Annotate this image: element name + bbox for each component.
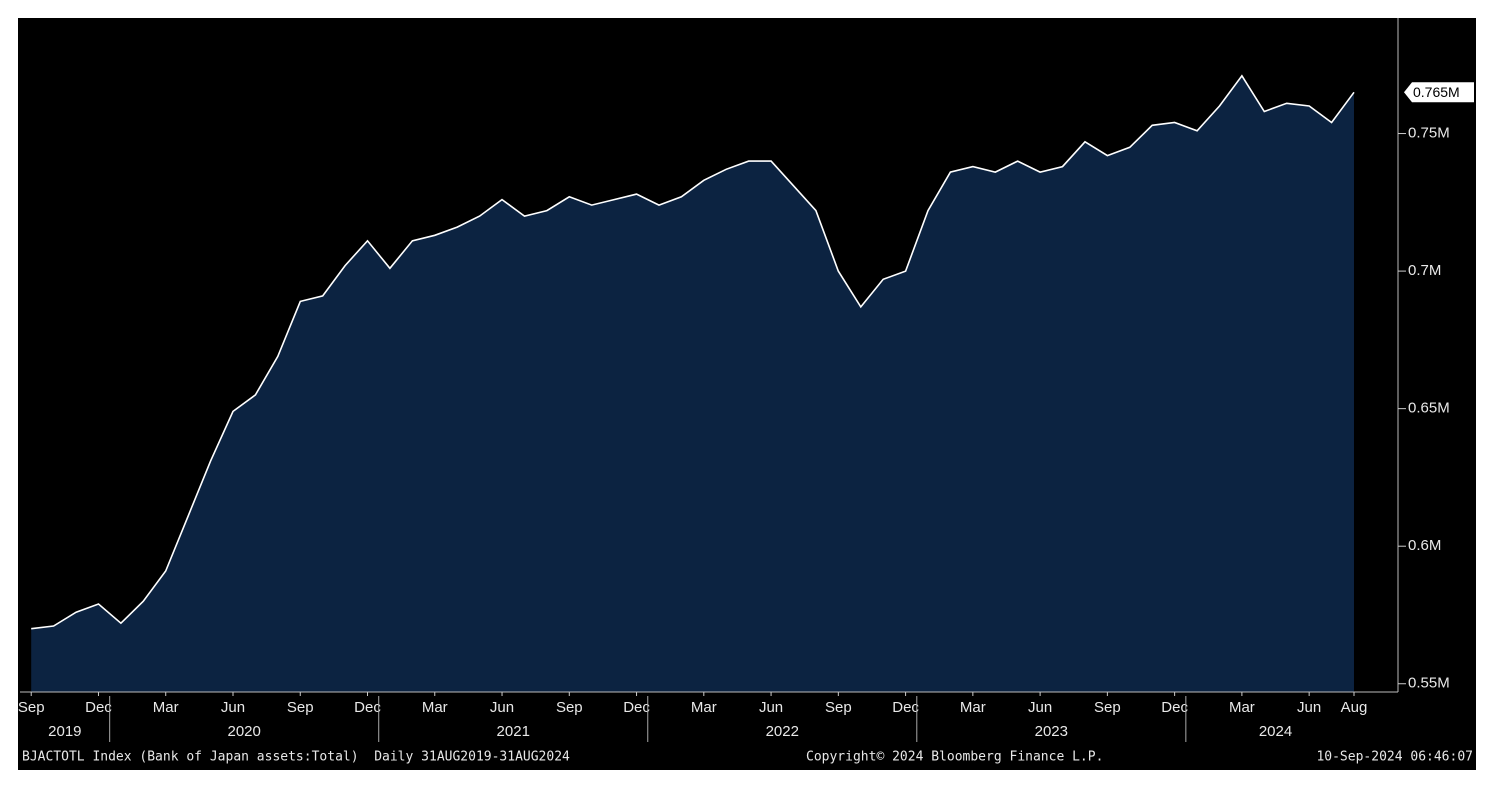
x-tick-label: Mar (691, 699, 717, 716)
year-label: 2021 (497, 723, 530, 740)
y-tick-label: 0.6M (1408, 537, 1441, 554)
x-tick-label: Mar (422, 699, 448, 716)
last-value-box (1404, 82, 1474, 103)
y-tick-label: 0.55M (1408, 675, 1450, 692)
x-tick-label: Jun (221, 699, 245, 716)
year-label: 2024 (1259, 723, 1292, 740)
line (31, 74, 1355, 630)
x-tick-label: Jun (759, 699, 783, 716)
x-tick-label: Jun (490, 699, 514, 716)
footer-timestamp: 10-Sep-2024 06:46:07 (1316, 750, 1473, 765)
x-tick-label: Sep (825, 699, 852, 716)
x-tick-label: Mar (960, 699, 986, 716)
footer-copyright: Copyright© 2024 Bloomberg Finance L.P. (806, 750, 1103, 765)
footer-source: BJACTOTL Index (Bank of Japan assets:Tot… (22, 750, 570, 765)
y-tick-label: 0.65M (1408, 400, 1450, 417)
x-tick-label: Sep (287, 699, 314, 716)
x-tick-label: Jun (1028, 699, 1052, 716)
x-tick-label: Dec (354, 699, 381, 716)
x-tick-label: Sep (18, 699, 45, 716)
year-label: 2022 (766, 723, 799, 740)
x-tick-label: Dec (623, 699, 650, 716)
x-tick-label: Sep (556, 699, 583, 716)
x-tick-label: Aug (1341, 699, 1368, 716)
x-tick-label: Mar (1229, 699, 1255, 716)
x-tick-label: Sep (1094, 699, 1121, 716)
x-tick-label: Mar (153, 699, 179, 716)
x-tick-label: Jun (1297, 699, 1321, 716)
y-tick-label: 0.75M (1408, 125, 1450, 142)
y-tick-label: 0.7M (1408, 262, 1441, 279)
year-label: 2020 (228, 723, 261, 740)
year-label: 2019 (48, 723, 81, 740)
x-tick-label: Dec (1161, 699, 1188, 716)
x-tick-label: Dec (892, 699, 919, 716)
last-value-label: 0.765M (1413, 84, 1460, 100)
x-tick-label: Dec (85, 699, 112, 716)
year-label: 2023 (1035, 723, 1068, 740)
area-fill (31, 75, 1355, 693)
